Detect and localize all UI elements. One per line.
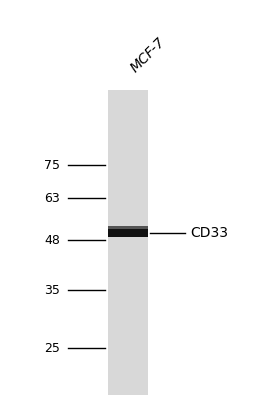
Text: 25: 25 bbox=[44, 342, 60, 354]
Bar bbox=[108, 90, 148, 395]
Text: MCF-7: MCF-7 bbox=[128, 35, 168, 75]
Text: 63: 63 bbox=[44, 191, 60, 204]
Text: 75: 75 bbox=[44, 158, 60, 171]
Text: 48: 48 bbox=[44, 234, 60, 246]
Bar bbox=[108, 229, 148, 237]
Bar bbox=[108, 226, 148, 229]
Text: CD33: CD33 bbox=[190, 226, 228, 240]
Text: 35: 35 bbox=[44, 284, 60, 296]
